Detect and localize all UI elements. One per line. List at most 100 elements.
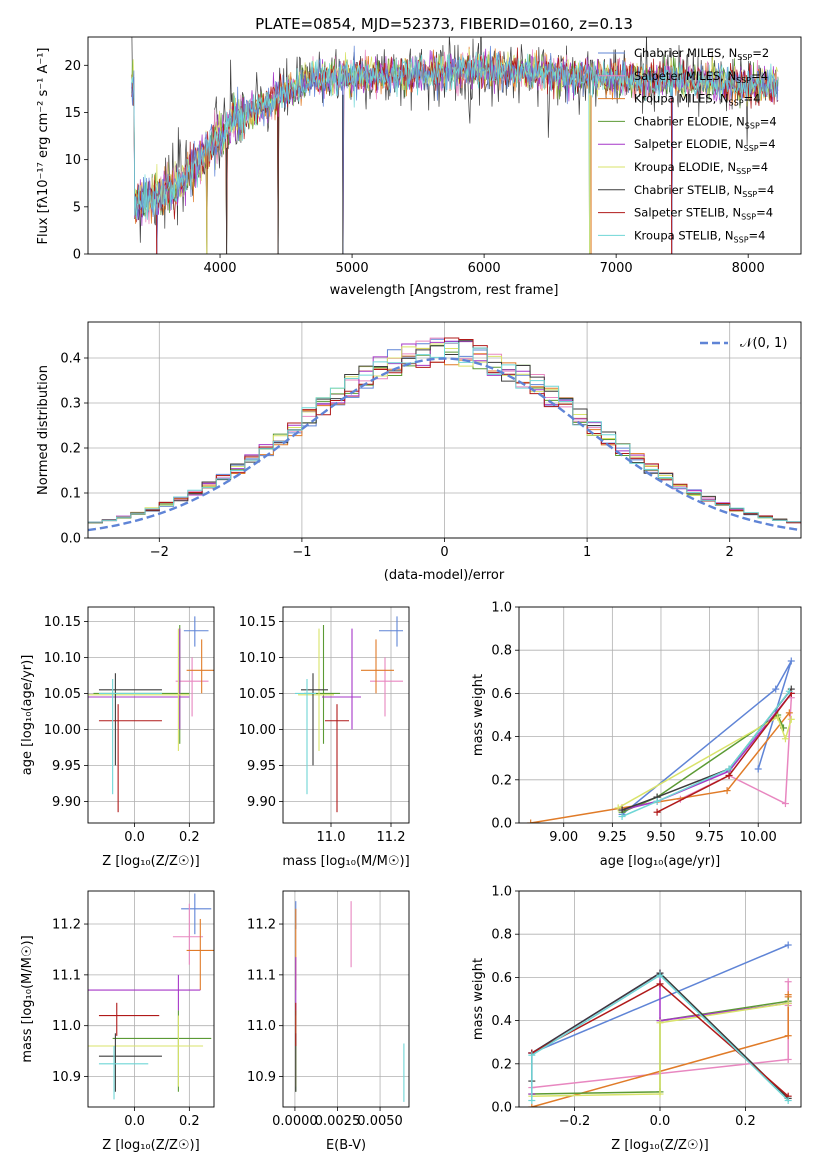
- weight-line: [617, 716, 793, 809]
- axes-age-vs-Z: 0.0 0.2 9.90 9.95 10.00 10.05 10.10 10.15: [44, 607, 214, 845]
- y-tick-label: 5: [73, 200, 81, 215]
- y-axis-label: mass weight: [471, 674, 486, 756]
- y-tick-label: 10.15: [239, 615, 276, 630]
- weight-lines: [528, 941, 792, 1107]
- x-tick-label: −2: [150, 545, 169, 560]
- axes-age-vs-mass: 11.0 11.2 9.90 9.95 10.00 10.05 10.10 10.15: [239, 607, 409, 845]
- x-tick-label: 0.2: [735, 1114, 756, 1129]
- y-axis-label: Flux [fλ10⁻¹⁷ erg cm⁻² s⁻¹ A⁻¹]: [36, 48, 51, 245]
- x-tick-label: 5000: [336, 261, 369, 276]
- y-tick-label: 11.2: [247, 918, 276, 933]
- y-tick-label: 10.05: [239, 687, 276, 702]
- y-tick-label: 10.00: [239, 723, 276, 738]
- spectrum-lines: [131, 37, 779, 254]
- y-tick-label: 0.4: [60, 352, 81, 367]
- x-tick-label: 6000: [468, 261, 501, 276]
- x-tick-label: 9.50: [646, 830, 675, 845]
- legend-entry: Chabrier ELODIE, NSSP=4: [634, 114, 777, 130]
- x-axis-label: Z [log₁₀(Z/Z☉)]: [102, 1138, 199, 1153]
- x-tick-label: 0: [440, 545, 448, 560]
- histograms: [88, 337, 801, 532]
- weight-line: [621, 690, 790, 818]
- spectrum-line: [131, 51, 779, 254]
- x-tick-label: 0.2: [179, 830, 200, 845]
- x-tick-label: 8000: [732, 261, 765, 276]
- x-axis-label: age [log₁₀(age/yr)]: [600, 854, 721, 869]
- y-tick-label: 9.95: [52, 759, 81, 774]
- legend-entry: Kroupa ELODIE, NSSP=4: [634, 160, 768, 176]
- mass-weight-vs-Z-frame: [518, 890, 802, 1108]
- x-tick-label: 0.0000: [272, 1114, 318, 1129]
- legend-entry: Kroupa STELIB, NSSP=4: [634, 228, 765, 244]
- axes-mass-weight-vs-age: 9.00 9.25 9.50 9.75 10.00 0.0 0.2 0.4 0.6 0.8 1.0: [491, 601, 801, 845]
- y-tick-label: 0.4: [491, 1014, 512, 1029]
- x-tick-label: 11.0: [317, 830, 346, 845]
- errorbars: [295, 616, 403, 813]
- y-tick-label: 1.0: [491, 885, 512, 900]
- x-tick-label: 1: [583, 545, 591, 560]
- y-tick-label: 10: [64, 153, 81, 168]
- y-tick-label: 11.0: [247, 1019, 276, 1034]
- x-axis-label: Z [log₁₀(Z/Z☉)]: [611, 1138, 708, 1153]
- legend-entry: Salpeter ELODIE, NSSP=4: [634, 137, 776, 153]
- errorbars: [295, 901, 405, 1102]
- errorbars: [88, 616, 214, 813]
- residuals-frame: [87, 321, 802, 539]
- mass-weight-vs-age-frame: [518, 606, 802, 824]
- y-tick-label: 0.1: [60, 487, 81, 502]
- y-tick-label: 0.6: [491, 971, 512, 986]
- spectrum-legend: Chabrier MILES, NSSP=2 Salpeter MILES, NS…: [598, 46, 777, 244]
- y-tick-label: 0.2: [60, 442, 81, 457]
- legend-entry: 𝒩(0, 1): [740, 336, 787, 351]
- y-axis-label: mass weight: [471, 958, 486, 1040]
- mass-vs-Z-frame: [87, 890, 215, 1108]
- x-axis-label: (data-model)/error: [384, 568, 505, 583]
- x-tick-label: 2: [726, 545, 734, 560]
- errorbars: [88, 893, 214, 1100]
- y-tick-label: 0.6: [491, 687, 512, 702]
- axes-mass-vs-Z: 0.0 0.2 10.9 11.0 11.1 11.2: [52, 891, 214, 1129]
- y-tick-label: 11.1: [52, 968, 81, 983]
- y-tick-label: 10.00: [44, 723, 81, 738]
- x-tick-label: 11.2: [377, 830, 406, 845]
- x-axis-label: E(B-V): [326, 1138, 366, 1153]
- x-tick-label: 4000: [203, 261, 236, 276]
- y-tick-label: 11.2: [52, 918, 81, 933]
- y-axis-label: age [log₁₀(age/yr)]: [20, 655, 35, 776]
- x-axis-label: wavelength [Angstrom, rest frame]: [330, 283, 559, 298]
- y-tick-label: 10.9: [52, 1070, 81, 1085]
- y-tick-label: 11.1: [247, 968, 276, 983]
- normal-reference-curve: [88, 357, 801, 532]
- x-tick-label: 0.0: [124, 830, 145, 845]
- x-tick-label: 7000: [600, 261, 633, 276]
- y-tick-label: 9.95: [247, 759, 276, 774]
- y-tick-label: 10.05: [44, 687, 81, 702]
- y-axis-label: Normed distribution: [36, 365, 51, 495]
- legend-entry: Chabrier MILES, NSSP=2: [634, 46, 769, 62]
- y-tick-label: 9.90: [247, 795, 276, 810]
- y-tick-label: 0.0: [60, 532, 81, 547]
- y-tick-label: 0.0: [491, 1101, 512, 1116]
- legend-entry: Salpeter STELIB, NSSP=4: [634, 206, 773, 222]
- figure-title: PLATE=0854, MJD=52373, FIBERID=0160, z=0…: [255, 15, 633, 33]
- x-tick-label: 10.00: [740, 830, 777, 845]
- x-tick-label: 9.00: [549, 830, 578, 845]
- y-tick-label: 0.0: [491, 817, 512, 832]
- y-tick-label: 10.9: [247, 1070, 276, 1085]
- x-tick-label: 0.0050: [357, 1114, 403, 1129]
- y-tick-label: 0.2: [491, 773, 512, 788]
- y-tick-label: 0.4: [491, 730, 512, 745]
- x-axis-label: Z [log₁₀(Z/Z☉)]: [102, 854, 199, 869]
- weight-line: [621, 692, 792, 811]
- y-axis-label: mass [log₁₀(M/M☉)]: [20, 935, 35, 1062]
- weight-line: [531, 974, 789, 1102]
- histogram-step: [88, 342, 801, 523]
- y-tick-label: 0.3: [60, 397, 81, 412]
- weight-line: [656, 692, 792, 813]
- y-tick-label: 0.8: [491, 928, 512, 943]
- spectrum-frame: [87, 36, 802, 255]
- y-tick-label: 20: [64, 59, 81, 74]
- weight-line: [530, 712, 790, 823]
